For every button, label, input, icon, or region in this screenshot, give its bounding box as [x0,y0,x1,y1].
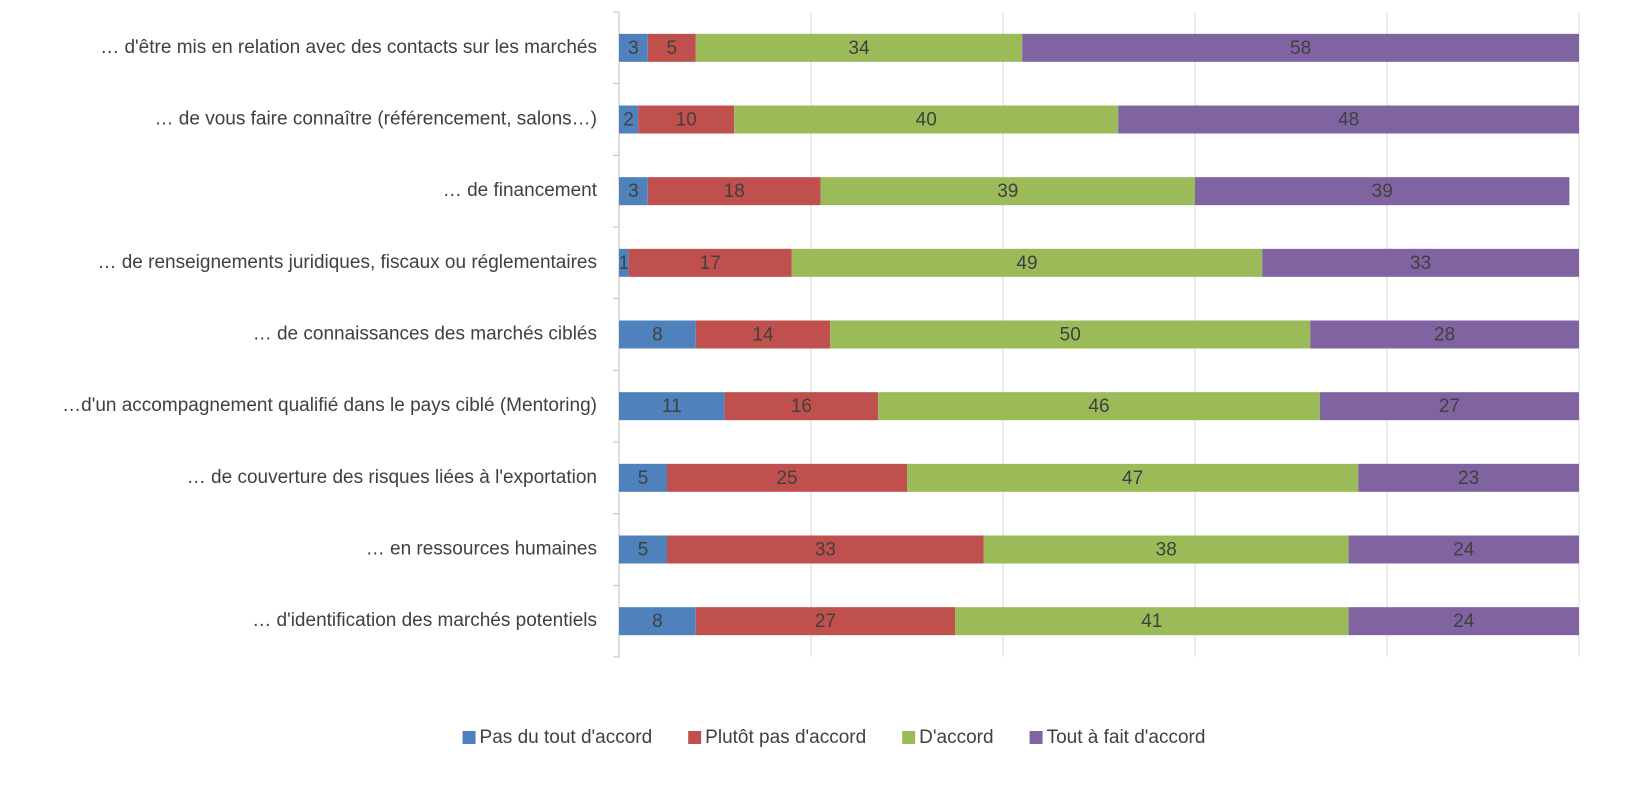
bar-segment [667,463,907,492]
data-label: 2 [623,110,634,131]
bar-segment [1348,607,1579,636]
data-label: 49 [1016,253,1037,274]
data-label: 18 [724,181,745,202]
data-label: 58 [1290,38,1311,59]
legend-label: Pas du tout d'accord [480,727,653,748]
y-tick-label: … de connaissances des marchés ciblés [253,324,597,345]
data-label: 48 [1338,110,1359,131]
bar-segment [791,248,1263,277]
bar-segment [619,248,629,277]
legend-label: Tout à fait d'accord [1047,727,1206,748]
data-label: 39 [997,181,1018,202]
data-label: 38 [1156,540,1177,561]
bar-segment [619,392,725,421]
bar-segment [1310,320,1579,349]
legend-item: Pas du tout d'accord [462,727,653,748]
data-label: 16 [791,396,812,417]
data-label: 47 [1122,468,1143,489]
data-label: 24 [1453,540,1475,561]
bar-segment [1358,463,1579,492]
data-label: 3 [628,181,639,202]
bar-segment [667,535,984,564]
bar-segment [1319,392,1579,421]
bar-segment [724,392,879,421]
data-label: 10 [676,110,697,131]
bar-segment [628,248,792,277]
legend-label: D'accord [919,727,993,748]
legend-swatch [1029,731,1043,744]
data-label: 17 [700,253,721,274]
data-label: 23 [1458,468,1479,489]
bar-segment [647,33,696,62]
data-label: 5 [638,468,649,489]
bar-segment [695,320,831,349]
data-label: 11 [662,396,682,417]
data-label: 46 [1088,396,1109,417]
data-label: 25 [776,468,797,489]
y-tick-label: … de financement [443,180,598,201]
bar-segment [983,535,1349,564]
bar-segment [1195,177,1570,206]
bar-segment [955,607,1349,636]
legend-label: Plutôt pas d'accord [705,727,866,748]
bar-segment [619,177,648,206]
data-label: 5 [667,38,678,59]
y-tick-label: … d'être mis en relation avec des contac… [100,37,597,58]
bar-segment [1348,535,1579,564]
y-tick-label: … de vous faire connaître (référencement… [155,109,597,130]
data-label: 28 [1434,325,1455,346]
y-tick-label: …d'un accompagnement qualifié dans le pa… [62,395,597,416]
data-label: 27 [1439,396,1460,417]
bar-segment [619,105,639,134]
y-tick-label: … d'identification des marchés potentiel… [252,610,597,631]
legend-item: Plutôt pas d'accord [688,727,866,748]
data-label: 8 [652,611,663,632]
bar-segment [1022,33,1579,62]
data-label: 14 [752,325,774,346]
legend-item: Tout à fait d'accord [1029,727,1206,748]
y-tick-label: … de renseignements juridiques, fiscaux … [97,252,597,273]
y-tick-label: … de couverture des risques liées à l'ex… [187,467,597,488]
data-label: 39 [1372,181,1393,202]
bar-segment [619,607,696,636]
legend-swatch [462,731,476,744]
data-label: 27 [815,611,836,632]
data-label: 40 [916,110,937,131]
data-label: 50 [1060,325,1081,346]
data-label: 33 [1410,253,1431,274]
y-tick-label: … en ressources humaines [366,539,597,560]
bar-segment [619,320,696,349]
bar-segment [820,177,1195,206]
bar-segment [878,392,1320,421]
data-label: 34 [848,38,870,59]
data-label: 24 [1453,611,1475,632]
data-label: 8 [652,325,663,346]
legend-swatch [902,731,916,744]
bar-segment [1262,248,1579,277]
data-label: 5 [638,540,649,561]
bar-segment [647,177,821,206]
bar-segment [619,33,648,62]
bar-segment [638,105,735,134]
bar-segment [734,105,1119,134]
bar-segment [830,320,1311,349]
data-label: 3 [628,38,639,59]
data-label: 33 [815,540,836,561]
bar-segment [619,463,667,492]
bar-segment [695,607,955,636]
bar-segment [619,535,667,564]
legend-swatch [688,731,702,744]
bar-segment [1118,105,1579,134]
bar-segment [695,33,1023,62]
bar-segment [907,463,1359,492]
data-label: 41 [1141,611,1162,632]
legend-item: D'accord [902,727,994,748]
data-label: 1 [619,253,630,274]
